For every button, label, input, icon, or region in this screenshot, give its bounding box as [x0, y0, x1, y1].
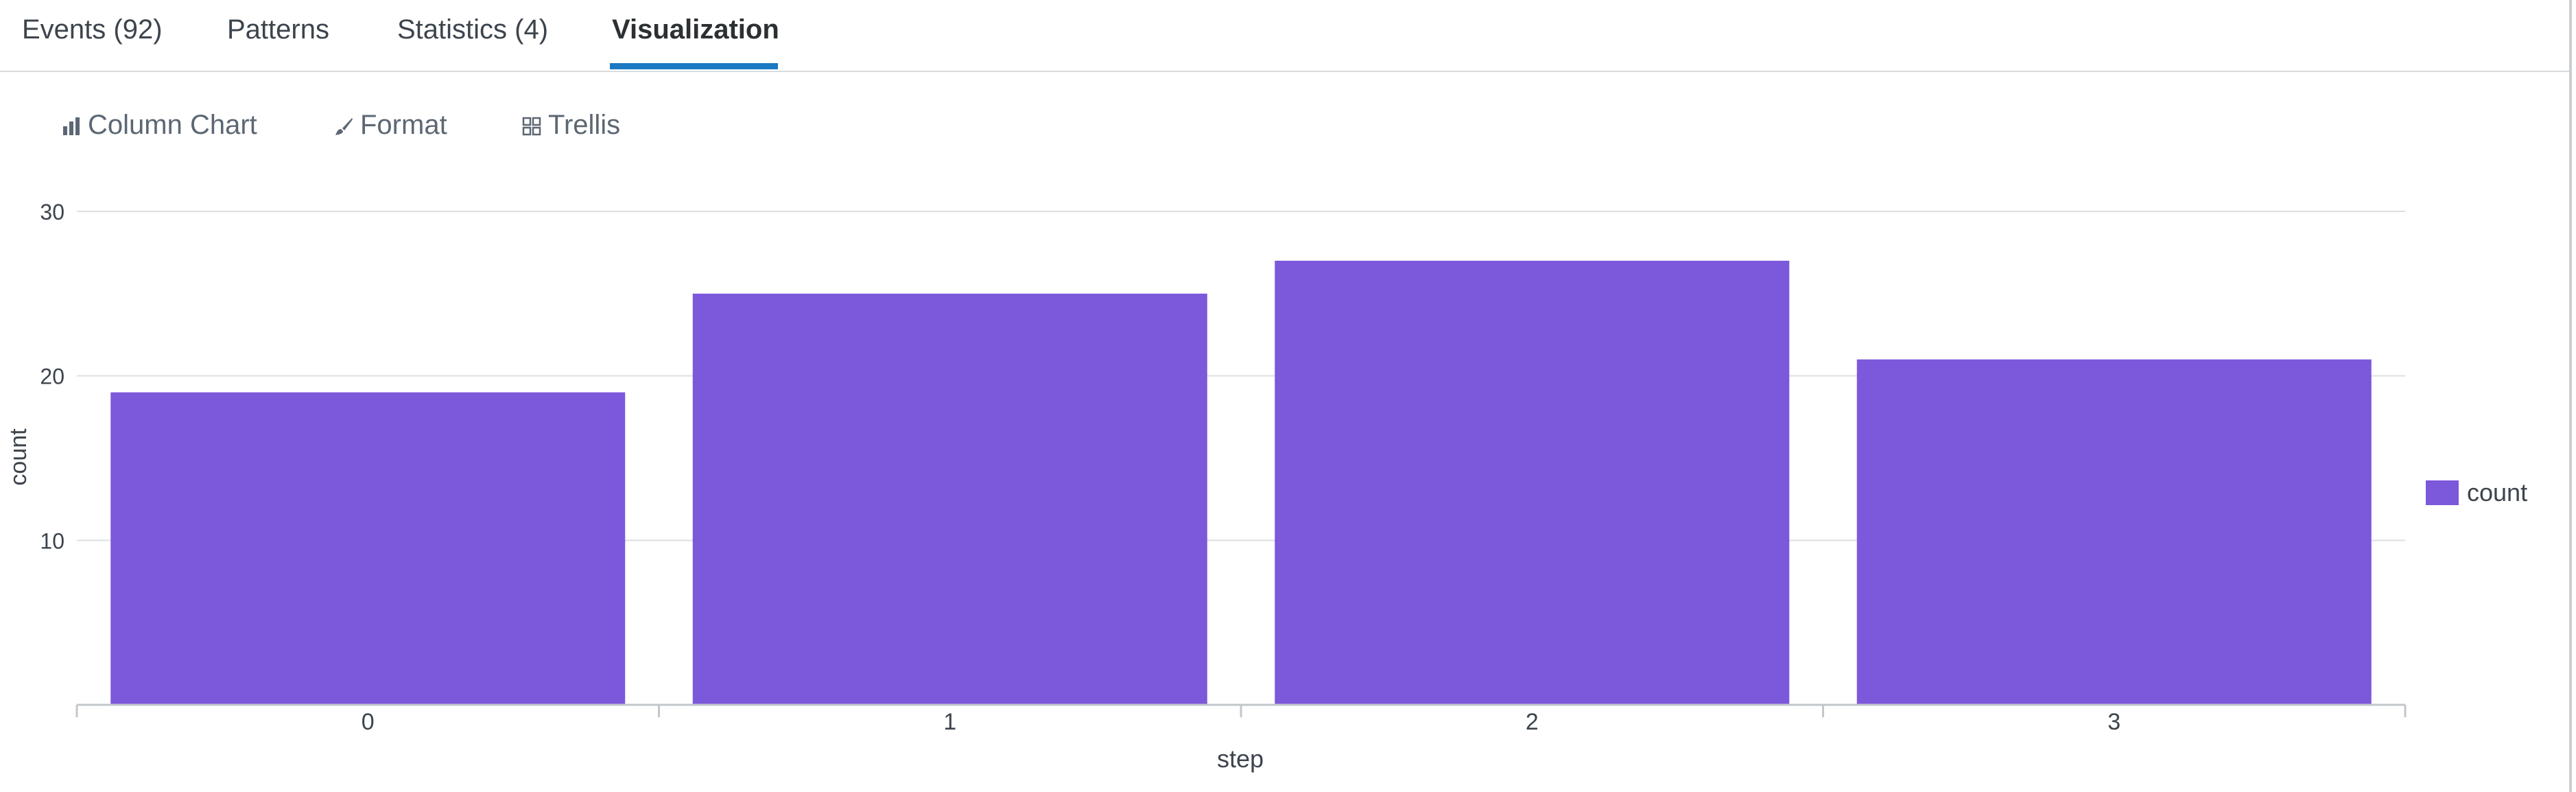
- x-tick-label: 1: [943, 709, 956, 735]
- y-axis-title: count: [5, 428, 32, 486]
- chart-axes: 10 20 30 0 1 2 3: [40, 200, 2407, 735]
- bar-step-3[interactable]: [1856, 359, 2372, 705]
- panel-divider: [2569, 0, 2572, 792]
- y-tick-label: 20: [40, 364, 64, 389]
- y-tick-label: 30: [40, 200, 64, 224]
- results-tab-bar: Events (92) Patterns Statistics (4) Visu…: [0, 0, 2569, 72]
- x-tick-label: 2: [1526, 709, 1539, 735]
- x-tick-label: 3: [2107, 709, 2120, 735]
- bar-step-2[interactable]: [1275, 260, 1790, 705]
- column-chart-label: Column Chart: [88, 110, 257, 140]
- bar-step-0[interactable]: [110, 392, 626, 705]
- trellis-button[interactable]: Trellis: [522, 107, 620, 143]
- active-tab-indicator: [610, 63, 778, 69]
- bar-step-1[interactable]: [692, 293, 1207, 705]
- column-chart-icon: [62, 117, 81, 136]
- legend-swatch: [2426, 480, 2459, 505]
- chart-bars: [110, 260, 2372, 705]
- format-button[interactable]: Format: [334, 107, 447, 143]
- x-axis-title: step: [1217, 745, 1264, 773]
- tab-patterns[interactable]: Patterns: [227, 14, 329, 45]
- trellis-label: Trellis: [548, 110, 621, 140]
- column-chart-button[interactable]: Column Chart: [62, 107, 257, 143]
- legend-label: count: [2467, 478, 2528, 506]
- grid-icon: [522, 117, 541, 136]
- x-tick-label: 0: [362, 709, 375, 735]
- y-tick-label: 10: [40, 528, 64, 553]
- tab-visualization[interactable]: Visualization: [612, 14, 779, 45]
- format-label: Format: [360, 110, 447, 140]
- paintbrush-icon: [334, 117, 353, 136]
- tab-events[interactable]: Events (92): [22, 14, 163, 45]
- tab-statistics[interactable]: Statistics (4): [397, 14, 549, 45]
